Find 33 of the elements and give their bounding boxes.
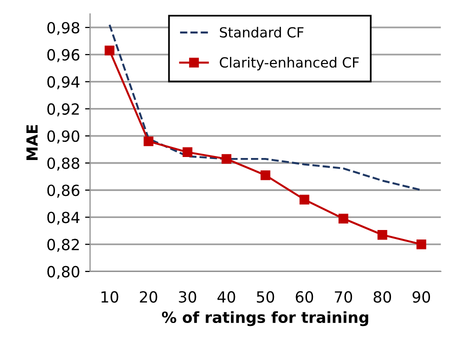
point: [144, 136, 154, 146]
point: [300, 194, 310, 204]
y-tick-label: 0,88: [47, 157, 80, 171]
y-tick-label: 0,80: [47, 266, 80, 280]
x-axis-title: % of ratings for training: [162, 311, 368, 326]
point: [222, 154, 232, 164]
legend-label: Standard CF: [220, 26, 304, 38]
x-tick-label: 50: [256, 291, 274, 303]
y-tick-label: 0,90: [47, 130, 80, 144]
x-tick-label: 90: [412, 291, 430, 303]
x-tick-label: 20: [140, 291, 158, 303]
y-tick-label: 0,86: [47, 184, 80, 198]
y-tick-label: 0,98: [47, 22, 80, 36]
x-tick-label: 10: [102, 291, 118, 303]
x-tick-label: 80: [374, 291, 392, 303]
point: [416, 239, 426, 250]
x-tick-label: 30: [178, 291, 196, 303]
y-tick-label: 0,96: [47, 49, 80, 62]
y-tick-label: 0,92: [47, 103, 79, 116]
y-axis-title: MAE: [26, 125, 38, 160]
x-tick-label: 40: [217, 291, 236, 303]
legend-label: Clarity-enhanced CF: [220, 56, 359, 70]
point: [182, 147, 192, 158]
point: [104, 46, 114, 56]
y-tick-label: 0,94: [47, 76, 80, 90]
x-tick-label: 60: [296, 291, 314, 303]
line-series: [108, 24, 422, 192]
y-tick-label: 0,84: [47, 212, 80, 225]
point: [260, 170, 270, 180]
y-tick-label: 0,82: [47, 238, 79, 252]
point: [378, 230, 388, 240]
point: [338, 214, 348, 224]
x-tick-label: 70: [334, 291, 352, 303]
